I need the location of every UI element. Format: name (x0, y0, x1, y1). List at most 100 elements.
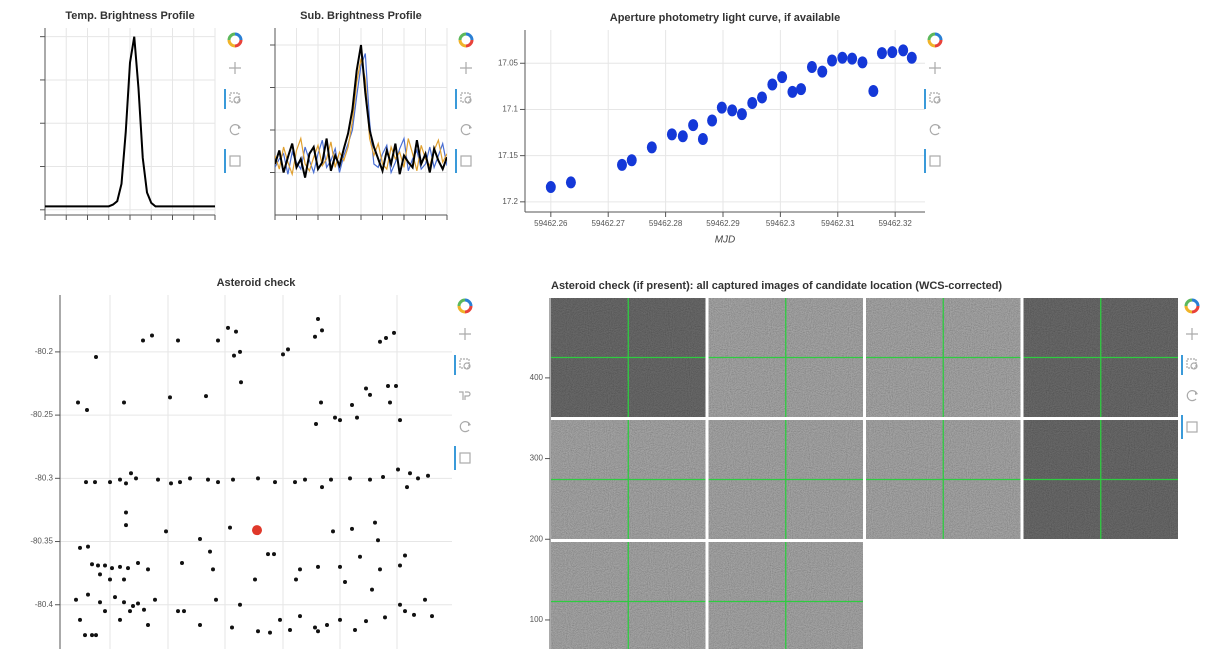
point (388, 400, 392, 405)
plot-area (275, 44, 447, 178)
box-zoom-tool[interactable] (1181, 355, 1198, 375)
icon (229, 155, 241, 167)
pan-tool[interactable] (229, 62, 241, 74)
reset-tool[interactable] (929, 124, 941, 136)
save-tool[interactable] (455, 149, 472, 173)
reset-tool[interactable] (459, 421, 471, 433)
logo-segment (227, 39, 236, 48)
point (666, 128, 677, 141)
y-tick-label: 17.1 (502, 105, 518, 114)
box-zoom-tool[interactable] (924, 89, 941, 109)
reset-tool[interactable] (1186, 390, 1198, 402)
logo-segment (934, 32, 943, 41)
bokeh-logo[interactable] (1184, 298, 1200, 314)
reset-tool[interactable] (229, 124, 241, 136)
point (316, 317, 320, 322)
point (378, 339, 382, 344)
point (368, 477, 372, 482)
bokeh-logo[interactable] (457, 298, 473, 314)
icon (929, 155, 941, 167)
point (376, 538, 380, 543)
point (232, 353, 236, 358)
point (256, 629, 260, 634)
point (129, 471, 133, 476)
point (103, 609, 107, 614)
logo-segment (465, 39, 474, 48)
wheel-zoom-tool[interactable] (459, 391, 471, 400)
point (93, 480, 97, 485)
point (142, 607, 146, 612)
point (94, 354, 98, 359)
save-tool[interactable] (454, 446, 471, 470)
point (83, 633, 87, 638)
pan-tool[interactable] (459, 328, 471, 340)
point (198, 622, 202, 627)
point (767, 78, 778, 91)
point (146, 622, 150, 627)
bokeh-logo[interactable] (927, 32, 943, 48)
plot-area (551, 298, 1178, 649)
point (118, 564, 122, 569)
point (216, 480, 220, 485)
point (545, 181, 556, 194)
point (206, 477, 210, 482)
point (252, 525, 262, 536)
x-axis-label: MJD (715, 235, 736, 246)
pan-tool[interactable] (929, 62, 941, 74)
point (118, 477, 122, 482)
toolbar (454, 298, 473, 470)
point (253, 577, 257, 582)
reset-tool[interactable] (460, 124, 472, 136)
point (124, 481, 128, 486)
bokeh-logo[interactable] (458, 32, 474, 48)
point (384, 335, 388, 340)
point (84, 480, 88, 485)
logo-segment (464, 298, 473, 307)
point (373, 520, 377, 525)
plot-area (545, 44, 917, 194)
point (98, 600, 102, 605)
icon (1195, 391, 1198, 395)
point (398, 563, 402, 568)
point (85, 408, 89, 413)
point (320, 485, 324, 490)
y-tick-label: 200 (530, 534, 544, 543)
save-tool[interactable] (924, 149, 941, 173)
box-zoom-tool[interactable] (224, 89, 241, 109)
point (182, 609, 186, 614)
point (398, 418, 402, 423)
point (857, 56, 868, 69)
icon (459, 452, 471, 464)
point (847, 52, 858, 65)
point (616, 158, 627, 171)
logo-segment (927, 32, 936, 41)
point (423, 597, 427, 602)
point (386, 384, 390, 389)
point (110, 566, 114, 571)
point (396, 467, 400, 472)
point (403, 553, 407, 558)
point (898, 44, 909, 57)
y-tick-label: 400 (530, 373, 544, 382)
point (736, 108, 747, 121)
x-tick-label: 59462.3 (766, 219, 795, 228)
toolbar (224, 32, 243, 173)
point (333, 415, 337, 420)
pan-tool[interactable] (1186, 328, 1198, 340)
point (176, 338, 180, 343)
point (74, 597, 78, 602)
logo-segment (1191, 298, 1200, 307)
point (806, 60, 817, 73)
pan-tool[interactable] (460, 62, 472, 74)
save-tool[interactable] (1181, 415, 1198, 439)
point (381, 475, 385, 480)
save-tool[interactable] (224, 149, 241, 173)
point (124, 523, 128, 528)
bokeh-logo[interactable] (227, 32, 243, 48)
thumbnail (866, 420, 1021, 539)
box-zoom-tool[interactable] (455, 89, 472, 109)
box-zoom-tool[interactable] (454, 355, 471, 375)
point (378, 567, 382, 572)
y-tick-label: 300 (530, 454, 544, 463)
point (331, 529, 335, 534)
